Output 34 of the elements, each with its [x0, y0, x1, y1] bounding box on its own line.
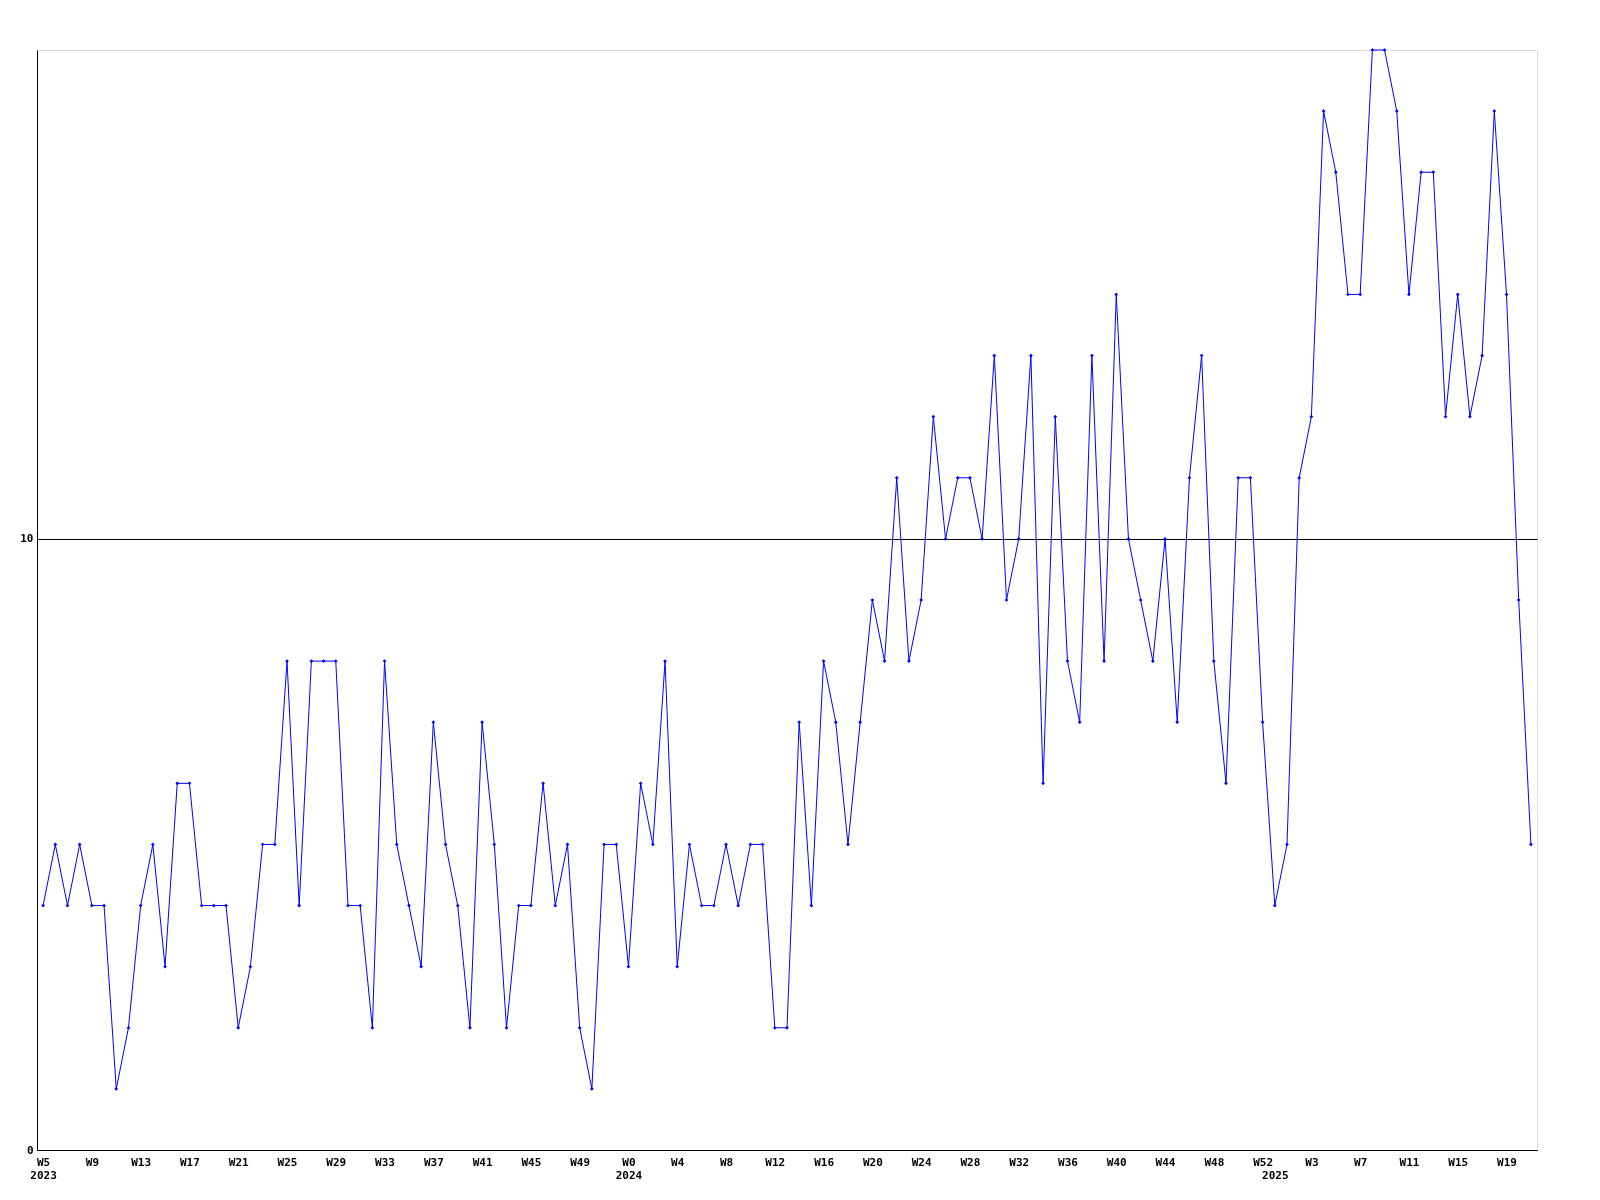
- x-tick-label: W28: [960, 1155, 981, 1169]
- x-tick-label: W36: [1058, 1155, 1079, 1169]
- x-tick-label: W40: [1106, 1155, 1127, 1169]
- x-tick-label: W25: [277, 1155, 298, 1169]
- x-tick-label: 2025: [1262, 1168, 1289, 1182]
- y-tick-label: 0: [26, 1143, 34, 1157]
- x-tick-label: W17: [180, 1155, 200, 1169]
- x-tick-label: W3: [1305, 1155, 1319, 1169]
- x-tick-label: W13: [131, 1155, 152, 1169]
- x-tick-label: W49: [570, 1155, 591, 1169]
- x-tick-label: W52: [1253, 1155, 1274, 1169]
- x-tick-label: W11: [1399, 1155, 1420, 1169]
- x-tick-label: W8: [719, 1155, 734, 1169]
- x-tick-label: W20: [862, 1155, 883, 1169]
- x-tick-label: W16: [814, 1155, 835, 1169]
- x-tick-label: W12: [765, 1155, 786, 1169]
- x-tick-label: W15: [1448, 1155, 1469, 1169]
- x-tick-label: W21: [228, 1155, 250, 1169]
- x-tick-label: W32: [1009, 1155, 1030, 1169]
- x-tick-label: W7: [1354, 1155, 1368, 1169]
- x-tick-label: W5 2023: [30, 1155, 57, 1182]
- x-tick-label: W33: [375, 1155, 395, 1169]
- x-tick-label: W0 2024: [615, 1155, 643, 1182]
- x-tick-label: W41: [472, 1155, 493, 1169]
- x-tick-label: W45: [521, 1155, 542, 1169]
- x-tick-label: W19: [1497, 1155, 1517, 1169]
- x-tick-label: W29: [326, 1155, 347, 1169]
- x-tick-label: W48: [1204, 1155, 1225, 1169]
- x-tick-label: W9: [85, 1155, 99, 1169]
- x-tick-label: W24: [911, 1155, 932, 1169]
- x-tick-label: W44: [1155, 1155, 1176, 1169]
- x-tick-label: W37: [423, 1155, 444, 1169]
- x-tick-label: W4: [671, 1155, 685, 1169]
- y-tick-label: 10: [20, 532, 34, 546]
